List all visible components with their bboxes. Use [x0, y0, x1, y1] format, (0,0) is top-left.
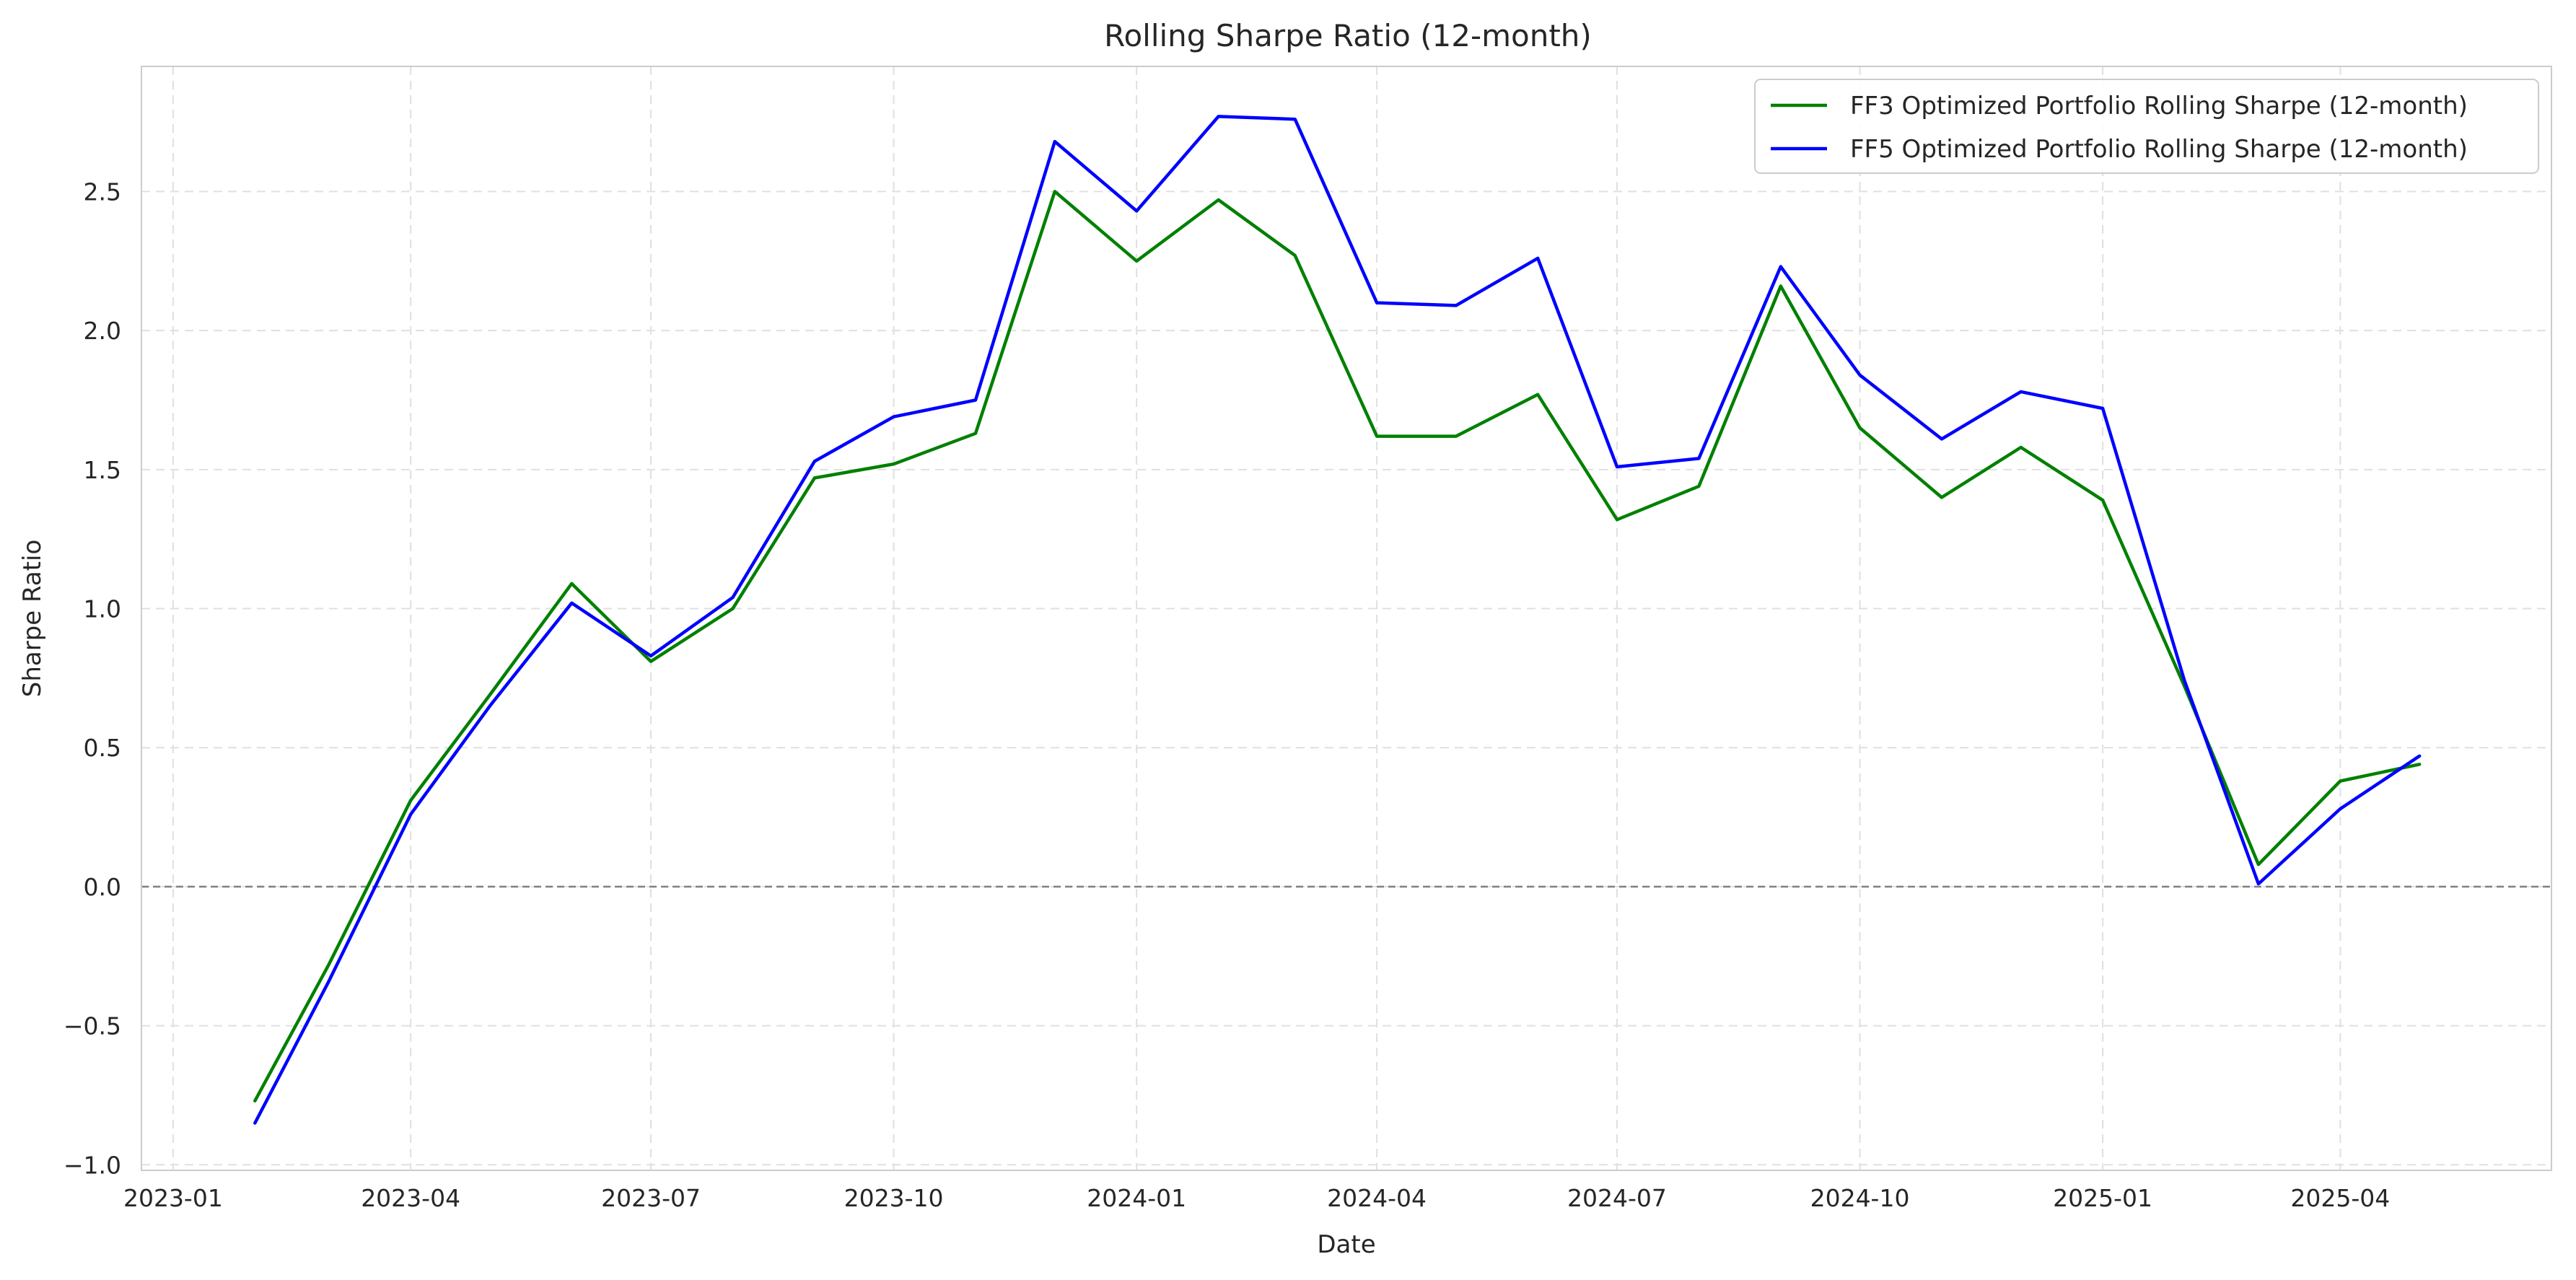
x-axis-label: Date [1317, 1230, 1375, 1259]
series-lines [253, 115, 2422, 1125]
series-line-ff5 [253, 115, 2422, 1125]
y-tick-label: 2.5 [84, 177, 121, 206]
series-line-ff3 [253, 190, 2422, 1103]
x-tick-label: 2023-04 [361, 1184, 460, 1212]
y-tick-labels: −1.0 −0.5 0.0 0.5 1.0 1.5 2.0 2.5 [63, 177, 121, 1179]
y-axis-label: Sharpe Ratio [18, 540, 47, 698]
chart-title: Rolling Sharpe Ratio (12-month) [1104, 18, 1592, 53]
y-tick-label: −0.5 [63, 1012, 121, 1040]
x-tick-label: 2023-07 [601, 1184, 701, 1212]
x-tick-label: 2024-10 [1810, 1184, 1910, 1212]
plot-area [141, 66, 2551, 1170]
x-tick-label: 2025-04 [2290, 1184, 2390, 1212]
legend-label: FF3 Optimized Portfolio Rolling Sharpe (… [1850, 92, 2468, 120]
y-tick-label: 1.0 [84, 595, 121, 623]
y-tick-label: −1.0 [63, 1151, 121, 1179]
x-tick-labels: 2023-01 2023-04 2023-07 2023-10 2024-01 2024-… [123, 1184, 2390, 1212]
x-gridlines [172, 66, 2341, 1170]
x-tick-label: 2023-10 [844, 1184, 944, 1212]
plot-frame [141, 66, 2552, 1171]
legend-label: FF5 Optimized Portfolio Rolling Sharpe (… [1850, 135, 2468, 164]
x-tick-label: 2024-04 [1327, 1184, 1427, 1212]
y-tick-label: 2.0 [84, 317, 121, 345]
x-tick-label: 2024-01 [1087, 1184, 1186, 1212]
legend-box [1754, 79, 2539, 174]
y-tick-label: 1.5 [84, 456, 121, 484]
x-tick-label: 2025-01 [2053, 1184, 2152, 1212]
x-tick-label: 2024-07 [1567, 1184, 1667, 1212]
y-tick-label: 0.0 [84, 873, 121, 901]
y-tick-label: 0.5 [84, 734, 121, 762]
legend: FF3 Optimized Portfolio Rolling Sharpe (… [1754, 79, 2539, 174]
x-tick-label: 2023-01 [123, 1184, 223, 1212]
